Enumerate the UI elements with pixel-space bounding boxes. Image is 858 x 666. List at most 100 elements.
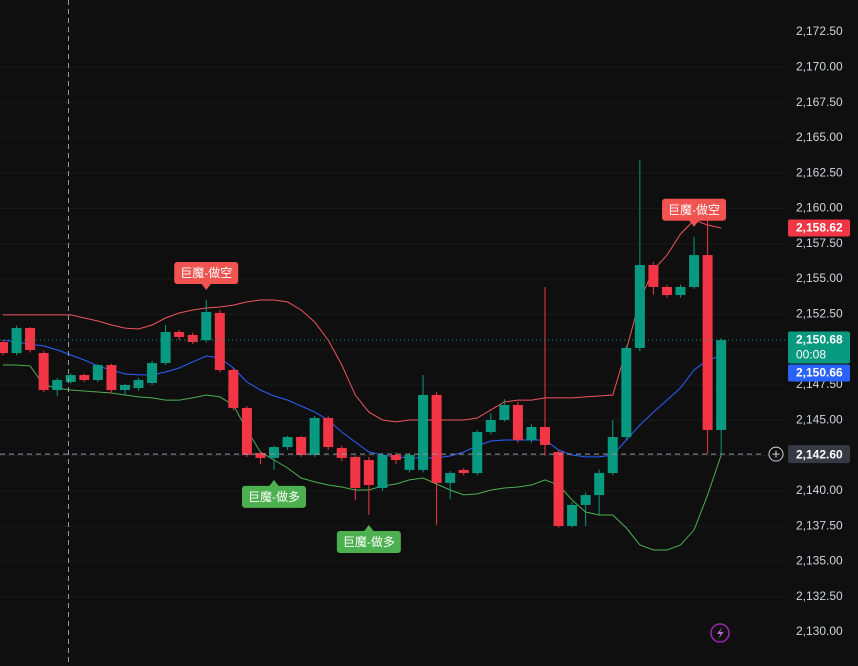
candle-body xyxy=(282,437,293,448)
candle-body xyxy=(269,447,279,458)
y-tick-label: 2,155.00 xyxy=(796,271,843,285)
signal-box xyxy=(662,198,727,221)
candle-body xyxy=(323,417,334,448)
candle-body xyxy=(404,454,415,470)
candle-body xyxy=(119,384,130,391)
y-tick-label: 2,135.00 xyxy=(796,554,843,568)
candle-body xyxy=(38,353,49,391)
signal-pointer xyxy=(201,283,212,290)
candle-body xyxy=(648,264,659,287)
candle-body xyxy=(133,380,144,389)
candle-body xyxy=(512,404,523,441)
candle-body xyxy=(25,328,36,350)
candle-body xyxy=(567,504,578,526)
crosshair-label-box xyxy=(788,445,850,464)
candle-body xyxy=(0,342,8,354)
candle-body xyxy=(702,255,713,430)
y-tick-label: 2,137.50 xyxy=(796,518,843,532)
price-label: 2,150.66 xyxy=(796,366,843,380)
alert-icon[interactable] xyxy=(710,623,730,643)
y-tick-label: 2,165.00 xyxy=(796,130,843,144)
signal-label: 巨魔-做空 xyxy=(174,261,239,290)
signal-text: 巨魔-做空 xyxy=(668,202,720,217)
candle-body xyxy=(607,437,618,474)
candle-body xyxy=(79,375,90,381)
signal-pointer xyxy=(363,524,374,532)
signal-label: 巨魔-做空 xyxy=(662,198,727,227)
candle-body xyxy=(201,311,212,341)
candle-body xyxy=(52,380,63,391)
y-tick-label: 2,162.50 xyxy=(796,165,843,179)
signal-box xyxy=(174,261,239,284)
y-tick-label: 2,172.50 xyxy=(796,24,843,38)
y-tick-label: 2,157.50 xyxy=(796,236,843,250)
signal-pointer xyxy=(689,220,700,227)
candle-body xyxy=(499,404,510,420)
candle-body xyxy=(241,407,252,455)
y-tick-label: 2,132.50 xyxy=(796,589,843,603)
candle-body xyxy=(336,448,347,458)
signal-text: 巨魔-做多 xyxy=(248,489,300,504)
candle-body xyxy=(594,473,605,496)
candle-body xyxy=(390,454,401,461)
crosshair-label: 2,142.60 xyxy=(796,447,843,461)
band-line xyxy=(3,364,722,551)
plus-sign xyxy=(772,450,780,458)
candle-body xyxy=(106,365,117,391)
signal-pointer xyxy=(269,479,279,487)
signal-label: 巨魔-做多 xyxy=(336,524,401,553)
candle-body xyxy=(689,255,700,287)
candle-body xyxy=(228,369,239,408)
price-label: 2,150.68 xyxy=(796,333,843,347)
candle-body xyxy=(431,394,442,483)
candle-body xyxy=(296,437,307,455)
band-line xyxy=(2,339,722,459)
y-tick-label: 2,167.50 xyxy=(796,95,843,109)
y-tick-label: 2,140.00 xyxy=(796,483,843,497)
candle-body xyxy=(187,334,198,343)
candle-body xyxy=(675,286,686,296)
signal-text: 巨魔-做空 xyxy=(180,265,232,280)
candle-body xyxy=(445,473,456,483)
candle-body xyxy=(540,427,550,445)
candle-body xyxy=(363,460,374,486)
signal-text: 巨魔-做多 xyxy=(343,534,395,549)
candle-body xyxy=(377,454,388,488)
price-label: 2,158.62 xyxy=(796,221,843,235)
candle-body xyxy=(716,340,727,430)
candle-body xyxy=(92,365,103,381)
candle-body xyxy=(580,495,591,505)
candle-body xyxy=(621,347,632,438)
candle-body xyxy=(350,456,361,488)
candle-body xyxy=(458,469,469,474)
candle-body xyxy=(309,417,320,455)
y-tick-label: 2,160.00 xyxy=(796,201,843,215)
candle-body xyxy=(485,419,496,432)
candle-body xyxy=(160,332,171,364)
candle-body xyxy=(526,427,537,441)
candle-body xyxy=(661,286,672,296)
y-tick-label: 2,145.00 xyxy=(796,412,843,426)
y-tick-label: 2,170.00 xyxy=(796,60,843,74)
candle-body xyxy=(634,264,645,348)
y-tick-label: 2,152.50 xyxy=(796,307,843,321)
candle-body xyxy=(174,332,185,337)
candle-body xyxy=(65,375,76,382)
signal-label: 巨魔-做多 xyxy=(242,479,306,508)
price-label-box xyxy=(788,364,850,382)
countdown: 00:08 xyxy=(796,348,826,362)
candle-body xyxy=(147,363,158,383)
candle-body xyxy=(214,312,225,370)
candle-body xyxy=(553,451,564,526)
add-alert-button[interactable] xyxy=(768,446,784,462)
signal-box xyxy=(336,530,401,553)
price-label-box xyxy=(788,219,850,237)
candle-body xyxy=(472,431,483,474)
signal-box xyxy=(242,485,306,508)
candle-body xyxy=(255,452,266,458)
band-line xyxy=(3,219,722,423)
y-tick-label: 2,130.00 xyxy=(796,624,843,638)
candle-body xyxy=(418,394,429,470)
